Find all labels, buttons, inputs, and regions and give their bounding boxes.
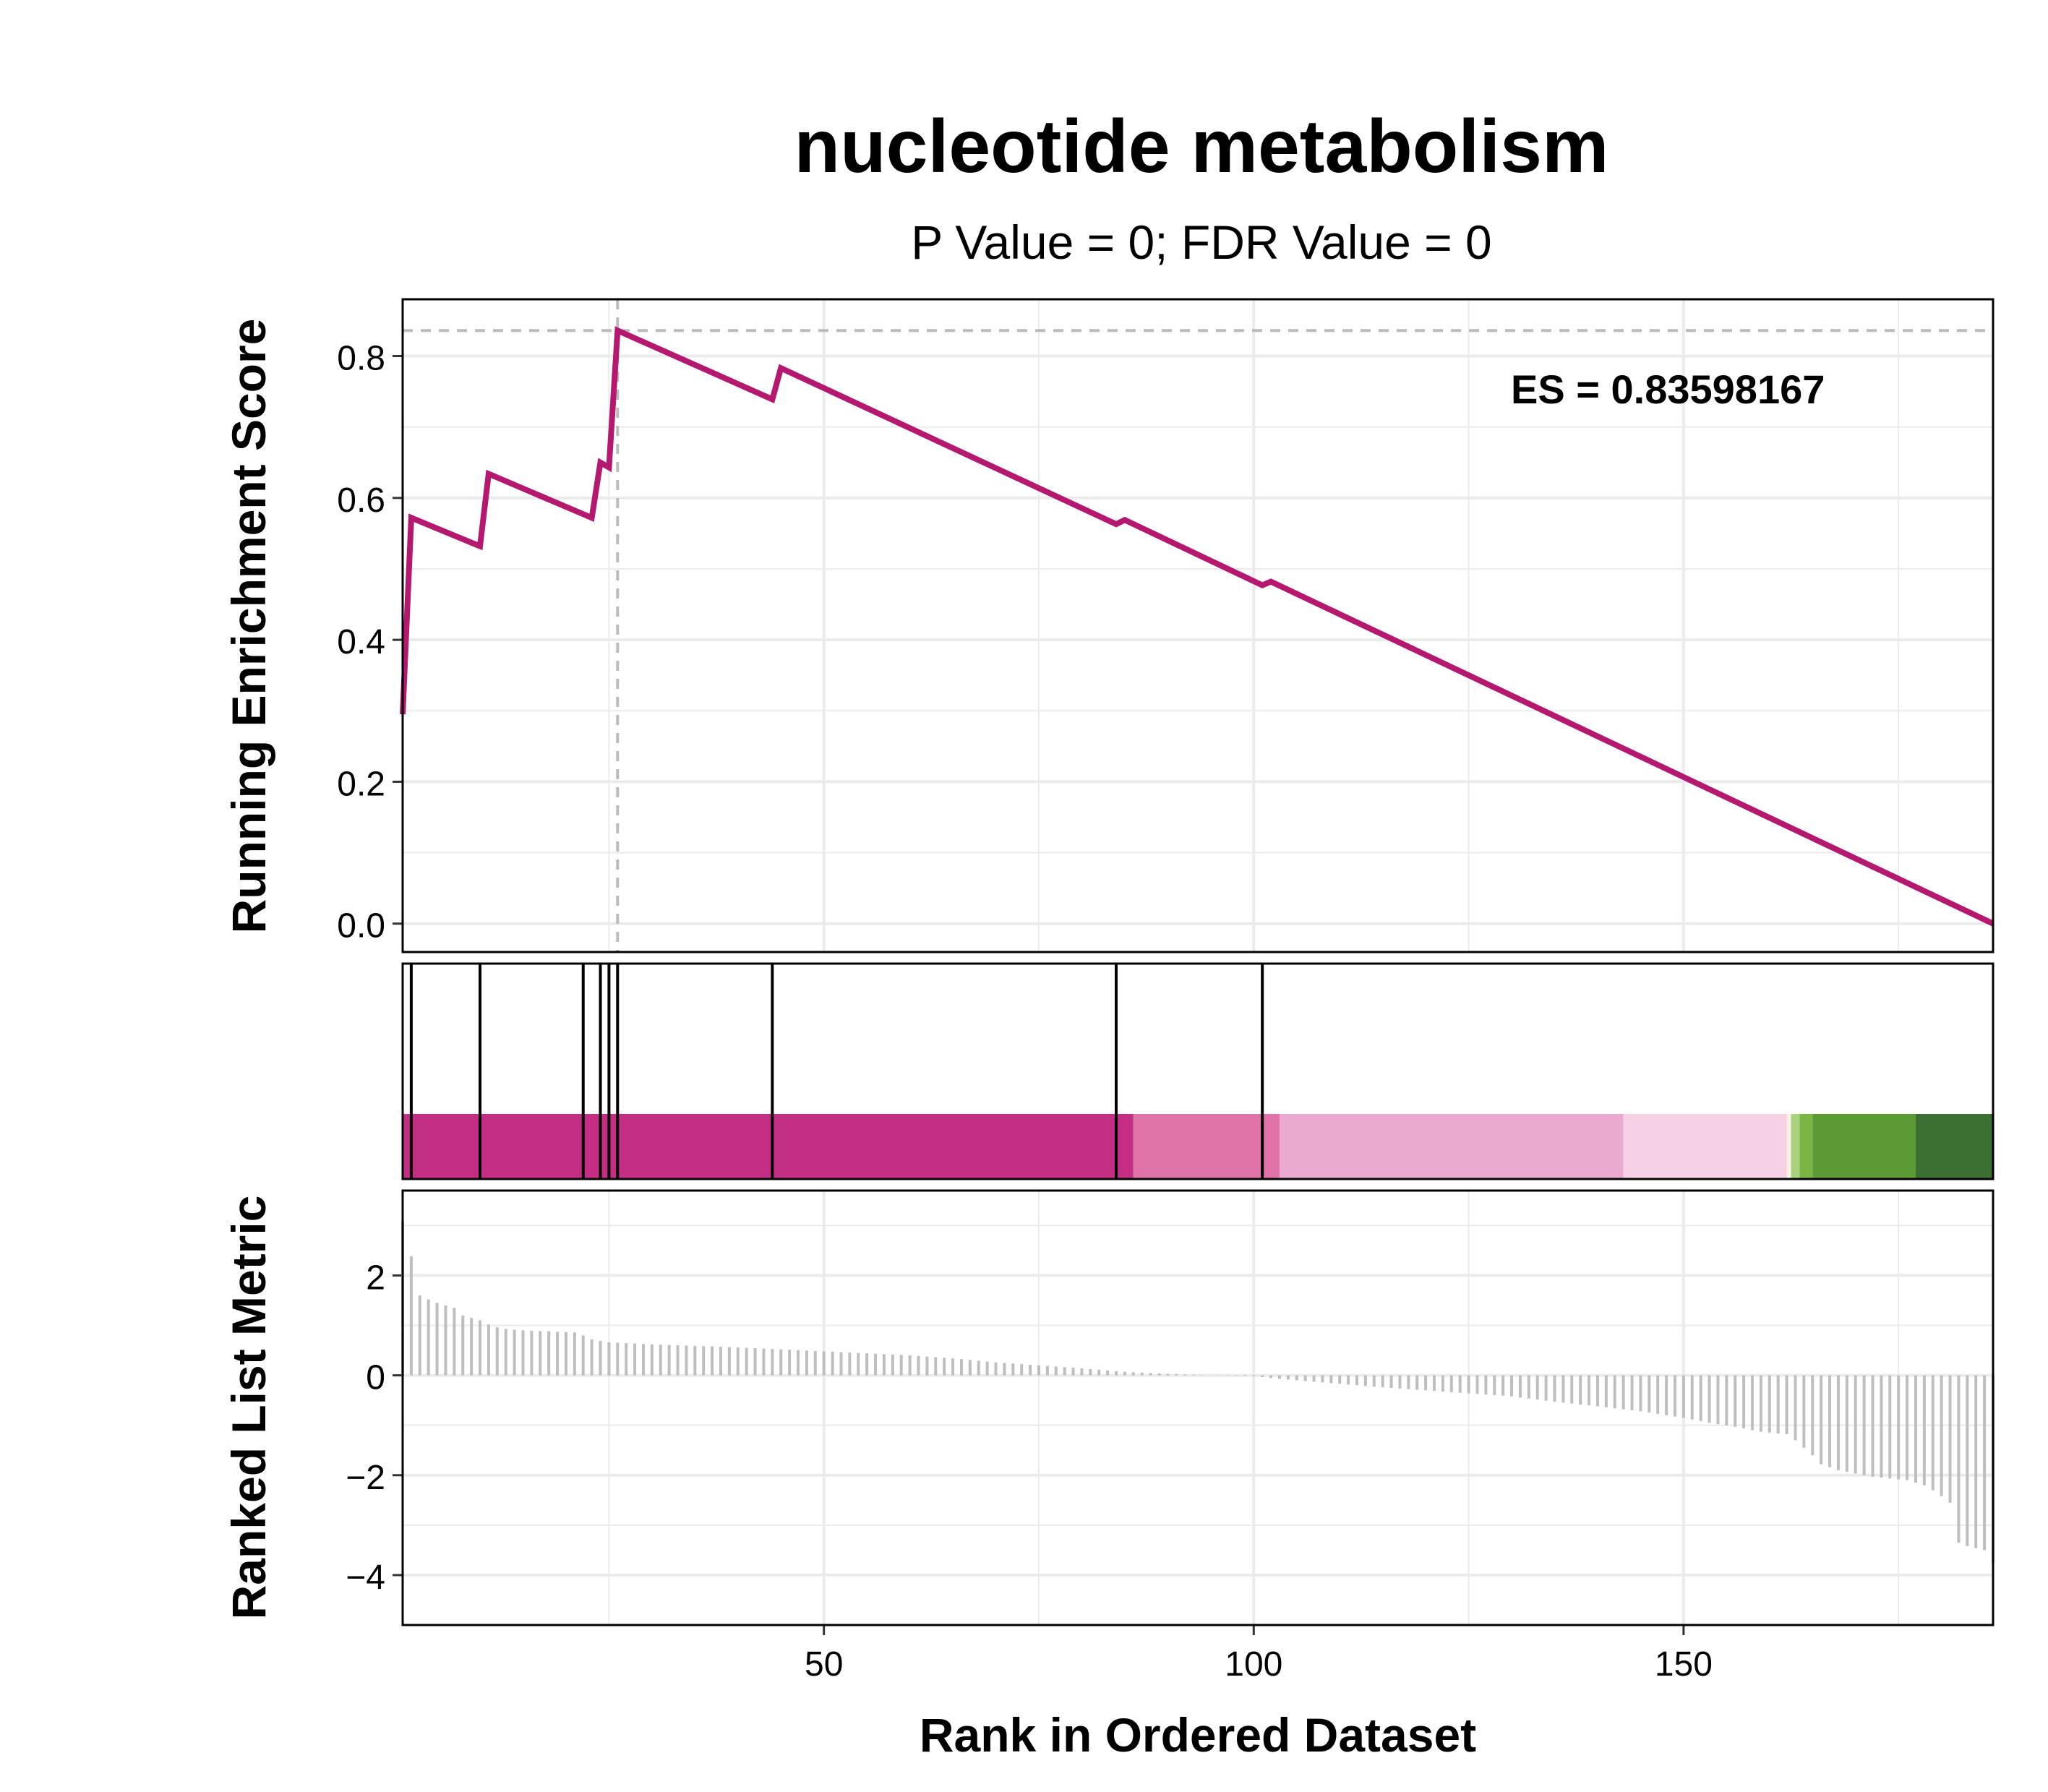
y-tick-label: 0.6 [337,481,385,520]
y-tick-label: −2 [346,1459,385,1497]
enrichment-panel-border [401,298,1995,953]
chart-subtitle: P Value = 0; FDR Value = 0 [911,215,1491,269]
color-band [403,1114,1134,1179]
x-tick-label: 150 [1655,1645,1713,1684]
y-tick-label: −4 [346,1559,385,1597]
color-band [1812,1114,1916,1179]
chart-title: nucleotide metabolism [794,105,1609,189]
enrichment-gridlines [403,299,1993,952]
x-axis-label: Rank in Ordered Dataset [920,1708,1476,1762]
y-axis-label-metric: Ranked List Metric [222,1196,275,1620]
x-tick-label: 50 [805,1645,843,1684]
y-tick-label: 0 [366,1359,385,1397]
color-band [1791,1114,1800,1179]
gene-set-hit-markers [409,964,1264,1179]
color-band [1279,1114,1624,1179]
ranked-metric-bars [401,1221,1995,1563]
y-tick-label: 0.4 [337,623,385,661]
running-enrichment-panel: 0.0 0.2 0.4 0.6 0.8 ES = 0.83598167 [337,298,1995,953]
y-tick-label: 0.0 [337,907,385,946]
metric-panel-border [401,1189,1995,1626]
color-band [1623,1114,1787,1179]
color-band [1799,1114,1813,1179]
color-band [1915,1114,1993,1179]
ranked-metric-panel: −4 −2 0 2 50 100 150 [346,1189,1995,1684]
metric-y-ticks: −4 −2 0 2 [346,1259,403,1597]
hits-panel-border [401,962,1995,1180]
color-band [1786,1114,1791,1179]
y-tick-label: 0.8 [337,340,385,378]
es-annotation: ES = 0.83598167 [1511,366,1825,412]
running-enrichment-score-line [400,326,1995,927]
y-tick-label: 2 [366,1259,385,1297]
enrichment-y-ticks: 0.0 0.2 0.4 0.6 0.8 [337,340,403,946]
y-tick-label: 0.2 [337,765,385,803]
y-axis-label-enrichment: Running Enrichment Score [222,319,275,934]
color-band [1133,1114,1280,1179]
rank-x-ticks: 50 100 150 [805,1625,1713,1684]
x-tick-label: 100 [1225,1645,1282,1684]
gene-hits-panel [401,962,1995,1180]
ranked-list-color-bar [403,1114,1993,1179]
